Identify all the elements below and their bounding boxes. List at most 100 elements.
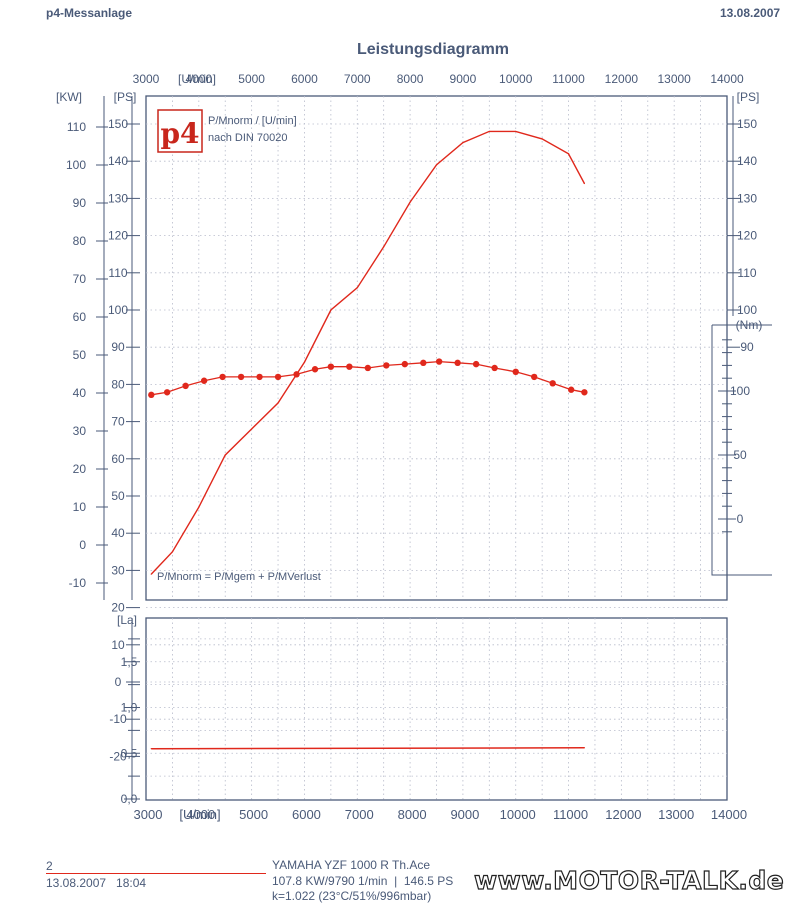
kw-tick-label: 70 [73, 272, 87, 286]
ps-tick-label-left: 30 [111, 563, 125, 577]
ps-tick-label-right: 110 [737, 266, 756, 280]
torque-marker [581, 389, 588, 396]
header-date: 13.08.2007 [720, 6, 781, 20]
ps-tick-label-left: 0 [115, 675, 122, 689]
ps-tick-label-right: 100 [737, 303, 757, 317]
ps-tick-label-left: 130 [108, 191, 128, 205]
ps-tick-label-left: 110 [108, 266, 127, 280]
torque-marker [567, 386, 575, 393]
x-tick-label-top: 7000 [344, 72, 371, 86]
torque-marker [219, 373, 226, 381]
nm-axis-box [711, 325, 772, 576]
torque-marker [163, 389, 171, 396]
kw-tick-label: 30 [73, 424, 87, 438]
power-point [435, 164, 438, 166]
power-point [330, 309, 332, 311]
torque-marker [346, 363, 353, 370]
power-point [488, 130, 490, 133]
torque-marker [311, 366, 319, 373]
power-point [251, 428, 253, 430]
x-tick-label-bottom: 3000 [134, 807, 163, 822]
ps-tick-label-left: 100 [108, 303, 128, 317]
power-point [356, 287, 358, 289]
ps-tick-label-right: 120 [737, 229, 757, 243]
la-tick-label: 0,0 [121, 792, 138, 806]
x-tick-label-top: 12000 [605, 72, 639, 86]
ps-tick-label-left: 90 [111, 340, 125, 354]
kw-tick-label: 110 [67, 120, 86, 134]
x-tick-label-bottom: 11000 [553, 807, 588, 822]
x-tick-label-bottom: 4000 [186, 807, 215, 822]
nm-axis-label: (Nm) [736, 318, 763, 332]
ps-tick-label-left: 40 [111, 526, 125, 540]
footer-datetime: 13.08.2007 18:04 [46, 876, 147, 890]
ps-tick-label-left: 50 [111, 489, 125, 503]
power-point [277, 402, 279, 404]
ps-axis-label-right: [PS] [737, 90, 760, 104]
x-tick-label-top: 10000 [499, 72, 533, 86]
x-axis-unit-top: [U/min] [178, 72, 216, 86]
x-tick-label-bottom: 9000 [450, 807, 479, 822]
x-tick-label-top: 3000 [133, 72, 160, 86]
ps-tick-label-right: 130 [737, 191, 757, 205]
x-tick-label-top: 11000 [552, 72, 585, 86]
power-point [541, 138, 543, 140]
x-tick-label-top: 5000 [238, 72, 265, 86]
footer-vehicle: YAMAHA YZF 1000 R Th.Ace [272, 858, 431, 872]
ps-tick-label-right: 140 [737, 154, 757, 168]
kw-tick-label: 60 [73, 310, 87, 324]
kw-tick-label: 0 [79, 538, 86, 552]
ps-tick-label-left: -20 [109, 749, 127, 763]
torque-marker [512, 368, 519, 375]
ps-tick-label-left: 120 [108, 229, 128, 243]
torque-marker [454, 359, 461, 367]
torque-marker [274, 373, 282, 381]
ps-tick-label-left: 70 [111, 415, 125, 429]
lambda-curve [151, 747, 585, 750]
power-point [198, 506, 200, 508]
chart-title: Leistungsdiagramm [357, 41, 509, 58]
torque-marker [364, 364, 372, 372]
p4-logo-box [157, 109, 203, 153]
footer-number: 2 [46, 859, 53, 873]
ps-tick-label-left: 10 [111, 638, 125, 652]
kw-tick-label: 40 [73, 386, 87, 400]
torque-marker [420, 359, 427, 367]
annotation-din-norm: nach DIN 70020 [208, 132, 288, 144]
kw-tick-label: 100 [66, 158, 86, 172]
x-tick-label-top: 13000 [657, 72, 691, 86]
footer-divider [46, 873, 266, 874]
nm-tick-label: 100 [730, 384, 750, 398]
x-tick-label-bottom: 7000 [345, 807, 374, 822]
power-point [150, 573, 152, 575]
header-left-label: p4-Messanlage [46, 6, 133, 20]
ps-tick-label-left: 80 [111, 377, 125, 391]
torque-marker [256, 373, 263, 381]
power-point [224, 454, 226, 456]
ps-tick-label-left: 140 [108, 154, 128, 168]
torque-marker [491, 364, 498, 372]
torque-marker [472, 360, 480, 368]
power-point [462, 142, 464, 144]
p4-logo-text: p4 [160, 117, 199, 150]
la-tick-label: 0,5 [121, 746, 138, 760]
annotation-formula: P/Mnorm = P/Mgem + P/MVerlust [157, 571, 321, 583]
torque-marker [435, 358, 443, 365]
x-tick-label-bottom: 5000 [239, 807, 268, 822]
x-tick-label-top: 6000 [291, 72, 318, 86]
power-point [515, 130, 517, 133]
torque-marker [237, 373, 245, 381]
x-tick-label-top: 14000 [710, 72, 744, 86]
x-tick-label-top: 8000 [397, 72, 424, 86]
x-tick-label-bottom: 10000 [500, 807, 536, 822]
torque-marker [293, 371, 300, 378]
power-point [383, 246, 385, 248]
kw-tick-label: 50 [73, 348, 87, 362]
x-tick-label-top: 4000 [185, 72, 212, 86]
ps-axis-label-left: [PS] [114, 90, 137, 104]
ps-tick-label-left: 150 [108, 117, 128, 131]
ps-tick-label-right: 150 [737, 117, 757, 131]
lambda-point [150, 748, 152, 750]
la-axis-label: [La] [117, 613, 137, 627]
